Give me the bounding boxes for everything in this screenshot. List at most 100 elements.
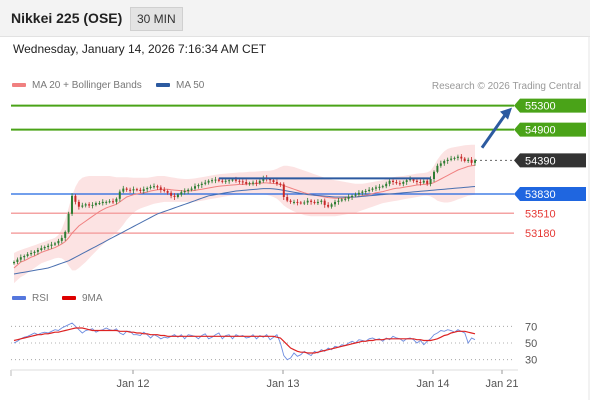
candle-body — [115, 198, 118, 202]
candle-body — [228, 180, 231, 182]
candle — [323, 198, 326, 208]
price-tag-bg — [514, 98, 586, 113]
candle — [13, 260, 15, 265]
candle-body — [398, 183, 401, 185]
candle-body — [279, 183, 282, 185]
candle-body — [392, 180, 394, 182]
rsi-swatch — [12, 296, 26, 301]
candle — [194, 183, 196, 191]
candle-body — [282, 184, 285, 197]
candle-body — [47, 245, 50, 247]
candle — [183, 188, 186, 195]
candle-body — [30, 253, 33, 255]
candle — [422, 179, 425, 185]
candle — [54, 241, 56, 247]
candle-body — [81, 205, 84, 207]
candle-body — [224, 180, 227, 182]
candle — [228, 178, 231, 184]
price-tag-53510: 53510 — [525, 208, 556, 220]
candle-body — [303, 202, 306, 204]
candle — [419, 179, 422, 186]
candle — [132, 186, 135, 194]
candle-body — [50, 244, 53, 246]
bollinger-fill — [14, 144, 475, 284]
candle-body — [313, 201, 316, 204]
candle-body — [74, 195, 77, 202]
candle — [470, 157, 473, 166]
candle-body — [122, 188, 125, 192]
price-tag-bg — [514, 122, 586, 137]
candle-body — [439, 163, 442, 166]
candle — [71, 193, 73, 216]
candle-body — [64, 231, 67, 238]
candle — [101, 199, 104, 206]
candle — [252, 180, 254, 186]
candle-body — [57, 240, 60, 244]
candle — [453, 156, 456, 161]
candle — [371, 187, 374, 192]
ma50-line — [13, 186, 476, 275]
price-tags: 55300 54900 54390 53830 53510 53180 — [514, 98, 586, 240]
candle — [129, 187, 132, 193]
legend-rsi-label: RSI — [32, 293, 49, 304]
candle-body — [310, 200, 313, 202]
candle-body — [23, 256, 26, 258]
candle-body — [378, 186, 381, 188]
candle-body — [252, 182, 254, 184]
candle — [378, 184, 381, 191]
candle — [26, 252, 29, 258]
price-tag-label: 54900 — [525, 125, 556, 137]
interval-selector[interactable]: 30 MIN — [130, 7, 183, 31]
candle — [439, 160, 442, 168]
candle — [316, 199, 319, 206]
legend-rsi: RSI — [12, 293, 49, 304]
candle-body — [146, 188, 149, 190]
candle — [286, 194, 289, 203]
candle — [375, 185, 377, 192]
x-tick-label: Jan 12 — [116, 378, 149, 390]
rsi-ma-swatch — [62, 296, 76, 301]
candle-body — [54, 243, 56, 245]
x-tick-label: Jan 13 — [266, 378, 299, 390]
legend-ma20: MA 20 + Bollinger Bands — [12, 80, 142, 91]
candle-body — [422, 180, 425, 183]
candle-body — [170, 192, 173, 196]
candle — [293, 199, 295, 205]
candle-body — [13, 262, 15, 264]
candle — [166, 189, 169, 195]
x-tick-label: Jan 21 — [485, 378, 518, 390]
candle — [347, 194, 350, 202]
candle — [296, 199, 299, 206]
credit-text: Research © 2026 Trading Central — [431, 81, 581, 92]
candle — [211, 178, 213, 184]
candle-body — [132, 189, 135, 191]
candle — [118, 189, 121, 202]
candle-body — [456, 156, 459, 158]
candle-body — [176, 194, 179, 197]
ma20-line — [13, 164, 476, 269]
candle — [337, 197, 340, 205]
candle — [204, 179, 207, 186]
rsi-axis-label: 30 — [525, 355, 537, 367]
candle-body — [71, 195, 73, 214]
candle-body — [139, 189, 142, 191]
candle-body — [98, 203, 101, 205]
candle — [368, 187, 371, 193]
candle-body — [194, 186, 196, 189]
candle-body — [153, 186, 155, 188]
candle-body — [19, 257, 22, 260]
candle-body — [163, 189, 166, 191]
price-tag-label: 53510 — [525, 208, 556, 220]
candle-body — [108, 201, 111, 203]
candle-body — [347, 197, 350, 199]
candle — [33, 250, 36, 256]
candle-body — [156, 186, 159, 188]
candle — [98, 200, 101, 206]
candle-body — [200, 183, 203, 185]
candle — [221, 178, 224, 184]
candle — [43, 245, 46, 251]
candle — [125, 187, 128, 192]
candle — [197, 183, 200, 189]
candle-body — [187, 189, 190, 191]
candle-body — [368, 189, 371, 191]
